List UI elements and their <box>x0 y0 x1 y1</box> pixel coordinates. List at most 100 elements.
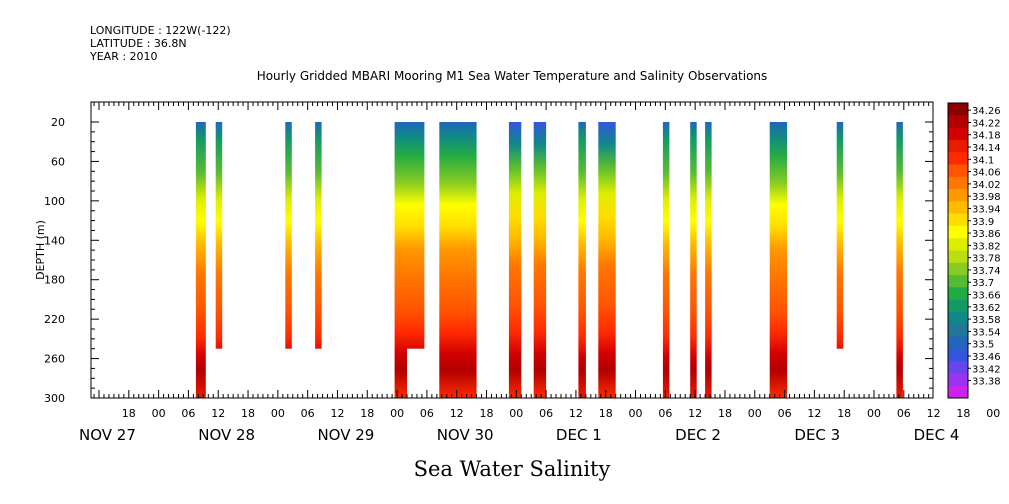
colorbar-label: 34.02 <box>972 180 1001 191</box>
colorbar-swatch <box>948 299 968 313</box>
data-column <box>508 122 522 398</box>
colorbar-label: 33.82 <box>972 241 1001 252</box>
data-column <box>215 122 223 349</box>
colorbar-label: 34.18 <box>972 131 1001 142</box>
x-hour-label: 18 <box>956 407 970 420</box>
colorbar-swatch <box>948 225 968 239</box>
colorbar-label: 34.1 <box>972 155 994 166</box>
colorbar-label: 34.14 <box>972 143 1001 154</box>
colorbar-label: 33.86 <box>972 229 1001 240</box>
colorbar-label: 33.38 <box>972 377 1001 388</box>
x-hour-label: 12 <box>569 407 583 420</box>
chart-title: Hourly Gridded MBARI Mooring M1 Sea Wate… <box>257 69 768 83</box>
x-hour-label: 18 <box>718 407 732 420</box>
data-column <box>439 122 477 398</box>
data-column <box>315 122 322 349</box>
colorbar-label: 33.94 <box>972 204 1001 215</box>
colorbar-swatch <box>948 213 968 227</box>
data-column <box>578 122 586 398</box>
data-column <box>705 122 712 398</box>
colorbar-swatch <box>948 139 968 153</box>
metadata-block: LONGITUDE : 122W(-122) LATITUDE : 36.8N … <box>90 24 231 63</box>
data-columns <box>195 122 903 398</box>
y-tick-label: 260 <box>44 353 65 366</box>
colorbar-swatch <box>948 127 968 141</box>
colorbar-swatch <box>948 324 968 338</box>
x-hour-label: 12 <box>330 407 344 420</box>
colorbar-swatch <box>948 189 968 202</box>
colorbar-swatch <box>948 250 968 264</box>
colorbar-swatch <box>948 262 968 276</box>
data-column <box>285 122 292 349</box>
colorbar-swatch <box>948 385 968 399</box>
colorbar-swatch <box>948 176 968 190</box>
colorbar-label: 33.62 <box>972 303 1001 314</box>
x-date-label: DEC 4 <box>914 426 960 444</box>
colorbar-swatch <box>948 164 968 178</box>
colorbar-swatch <box>948 115 968 129</box>
y-axis: 20 60 100 140 180 220 260 300 <box>44 116 933 405</box>
data-column <box>769 122 788 398</box>
data-column <box>836 122 844 349</box>
x-hour-label: 06 <box>658 407 672 420</box>
x-date-label: NOV 30 <box>437 426 494 444</box>
x-hour-label: 18 <box>241 407 255 420</box>
colorbar: 34.2634.2234.1834.1434.134.0634.0233.983… <box>947 102 1001 399</box>
y-axis-label: DEPTH (m) <box>34 220 47 280</box>
x-date-label: NOV 28 <box>198 426 255 444</box>
x-hour-label: 12 <box>450 407 464 420</box>
colorbar-swatch <box>948 152 968 165</box>
colorbar-label: 33.7 <box>972 278 994 289</box>
x-hour-label: 06 <box>897 407 911 420</box>
x-hour-label: 12 <box>688 407 702 420</box>
x-hour-label: 06 <box>420 407 434 420</box>
latitude-label: LATITUDE : 36.8N <box>90 37 187 50</box>
data-column <box>394 122 407 398</box>
colorbar-swatch <box>948 103 968 116</box>
x-hour-label: 00 <box>509 407 523 420</box>
colorbar-swatch <box>948 336 968 350</box>
x-date-label: DEC 2 <box>675 426 721 444</box>
colorbar-label: 33.46 <box>972 352 1001 363</box>
y-tick-label: 220 <box>44 313 65 326</box>
y-tick-label: 60 <box>51 155 65 168</box>
data-column <box>598 122 616 398</box>
year-label: YEAR : 2010 <box>90 50 158 63</box>
x-hour-label: 00 <box>986 407 1000 420</box>
colorbar-label: 33.58 <box>972 315 1001 326</box>
y-tick-label: 180 <box>44 274 65 287</box>
data-column <box>662 122 670 398</box>
colorbar-label: 33.42 <box>972 364 1001 375</box>
x-date-label: DEC 1 <box>556 426 602 444</box>
data-column <box>896 122 903 398</box>
y-tick-label: 20 <box>51 116 65 129</box>
colorbar-label: 34.26 <box>972 106 1001 117</box>
colorbar-label: 33.9 <box>972 217 994 228</box>
x-hour-label: 06 <box>301 407 315 420</box>
x-date-label: NOV 29 <box>317 426 374 444</box>
colorbar-swatch <box>948 287 968 301</box>
x-hour-label: 06 <box>539 407 553 420</box>
x-hour-label: 00 <box>629 407 643 420</box>
x-axis: 18 00 06 12 18 00 06 12 18 00 06 12 18 00 06 12 18 00 06 12… <box>79 102 1000 444</box>
x-hour-label: 12 <box>211 407 225 420</box>
colorbar-swatch <box>948 348 968 362</box>
colorbar-label: 33.98 <box>972 192 1001 203</box>
x-hour-label: 18 <box>122 407 136 420</box>
colorbar-label: 33.78 <box>972 254 1001 265</box>
x-hour-label: 06 <box>181 407 195 420</box>
data-column <box>195 122 206 398</box>
colorbar-swatch <box>948 311 968 325</box>
x-hour-label: 00 <box>390 407 404 420</box>
colorbar-label: 33.74 <box>972 266 1001 277</box>
y-tick-label: 300 <box>44 392 65 405</box>
x-date-label: NOV 27 <box>79 426 136 444</box>
x-hour-label: 06 <box>778 407 792 420</box>
colorbar-label: 33.66 <box>972 291 1001 302</box>
colorbar-label: 34.22 <box>972 118 1001 129</box>
y-tick-label: 140 <box>44 234 65 247</box>
x-hour-label: 12 <box>927 407 941 420</box>
x-hour-label: 00 <box>748 407 762 420</box>
x-hour-label: 00 <box>271 407 285 420</box>
